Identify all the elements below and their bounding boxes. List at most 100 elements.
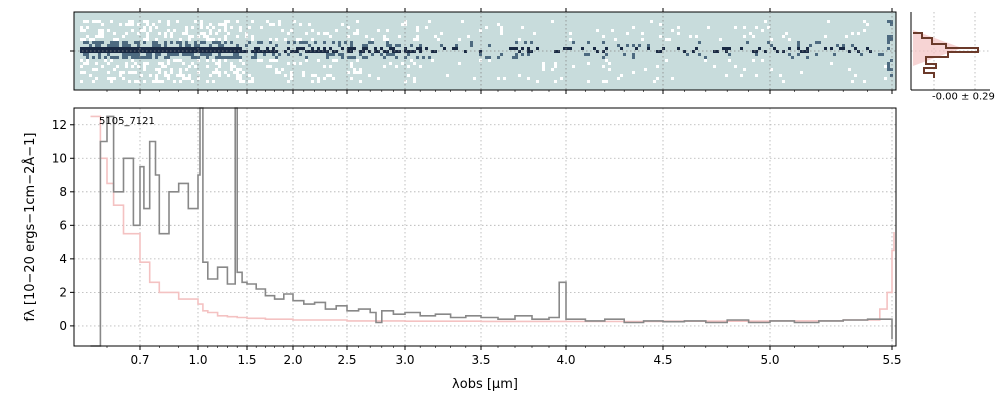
spectrum-2d-pixel [128,47,131,50]
spectrum-2d-pixel [275,56,278,59]
spectrum-2d-pixel [203,41,206,44]
spectrum-2d-pixel [182,47,185,50]
spectrum-2d-pixel [890,68,893,71]
spectrum-2d-pixel [125,32,128,35]
spectrum-2d-pixel [254,47,257,50]
spectrum-2d-pixel [770,44,773,47]
spectrum-2d-pixel [251,20,254,23]
spectrum-2d-pixel [887,47,890,50]
spectrum-2d-pixel [242,50,245,53]
spectrum-2d-pixel [302,74,305,77]
spectrum-2d-pixel [713,50,716,53]
spectrum-2d-pixel [158,80,161,83]
spectrum-2d-pixel [524,41,527,44]
spectrum-2d-pixel [743,68,746,71]
uncertainty-series [90,115,895,323]
spectrum-2d-pixel [113,77,116,80]
spectrum-2d-pixel [224,29,227,32]
spectrum-2d-pixel [104,50,107,53]
spectrum-2d-pixel [98,41,101,44]
spectrum-2d-pixel [122,47,125,50]
spectrum-2d-pixel [140,56,143,59]
spectrum-2d-panel [70,8,897,94]
spectrum-2d-pixel [119,71,122,74]
spectrum-2d-pixel [149,50,152,53]
spectrum-2d-pixel [572,65,575,68]
spectrum-2d-pixel [218,56,221,59]
spectrum-2d-pixel [215,68,218,71]
spectrum-2d-pixel [206,65,209,68]
y-axis-title: fλ [10−20 ergs−1cm−2Å−1] [22,133,38,322]
spectrum-2d-pixel [185,26,188,29]
spectrum-2d-pixel [422,56,425,59]
spectrum-2d-pixel [299,23,302,26]
spectrum-2d-pixel [407,53,410,56]
spectrum-2d-pixel [398,35,401,38]
spectrum-2d-pixel [269,65,272,68]
spectrum-2d-pixel [236,20,239,23]
spectrum-2d-pixel [179,68,182,71]
spectrum-2d-pixel [143,26,146,29]
spectrum-2d-pixel [332,59,335,62]
spectrum-2d-pixel [887,35,890,38]
spectrum-2d-pixel [182,77,185,80]
spectrum-2d-pixel [203,35,206,38]
spectrum-2d-pixel [212,71,215,74]
spectrum-2d-pixel [800,71,803,74]
spectrum-2d-pixel [656,77,659,80]
spectrum-2d-pixel [176,59,179,62]
spectrum-2d-pixel [638,44,641,47]
spectrum-2d-pixel [296,38,299,41]
spectrum-2d-pixel [98,20,101,23]
spectrum-2d-pixel [161,80,164,83]
spectrum-2d-pixel [554,50,557,53]
spectrum-2d-pixel [602,35,605,38]
spectrum-2d-pixel [116,65,119,68]
spectrum-2d-pixel [386,29,389,32]
spectrum-2d-pixel [383,38,386,41]
spectrum-2d-pixel [776,50,779,53]
spectrum-2d-pixel [368,50,371,53]
spectrum-2d-pixel [170,53,173,56]
spectrum-2d-pixel [824,47,827,50]
spectrum-2d-pixel [224,50,227,53]
spectrum-2d-pixel [86,59,89,62]
spectrum-2d-pixel [215,56,218,59]
spectrum-2d-pixel [158,47,161,50]
spectrum-2d-pixel [158,53,161,56]
spectrum-2d-pixel [665,59,668,62]
spectrum-2d-pixel [890,23,893,26]
spectrum-2d-pixel [359,80,362,83]
spectrum-2d-pixel [704,59,707,62]
spectrum-2d-pixel [179,38,182,41]
spectrum-2d-pixel [362,50,365,53]
spectrum-2d-pixel [140,47,143,50]
spectrum-2d-pixel [317,47,320,50]
spectrum-2d-pixel [314,74,317,77]
spectrum-2d-pixel [194,41,197,44]
spectrum-2d-pixel [521,26,524,29]
spectrum-2d-pixel [185,32,188,35]
spectrum-2d-pixel [395,50,398,53]
spectrum-2d-pixel [704,56,707,59]
spectrum-2d-pixel [479,53,482,56]
spectrum-2d-pixel [218,74,221,77]
spectrum-2d-pixel [206,35,209,38]
spectrum-2d-pixel [206,80,209,83]
spectrum-2d-pixel [188,74,191,77]
spectrum-2d-pixel [419,47,422,50]
spectrum-2d-pixel [419,44,422,47]
spectrum-2d-pixel [515,56,518,59]
spectrum-2d-pixel [92,68,95,71]
spectrum-2d-pixel [542,65,545,68]
spectrum-2d-pixel [386,38,389,41]
spectrum-2d-pixel [146,53,149,56]
spectrum-2d-pixel [854,74,857,77]
spectrum-2d-pixel [797,41,800,44]
spectrum-2d-pixel [140,50,143,53]
spectrum-2d-pixel [347,50,350,53]
spectrum-2d-pixel [350,77,353,80]
spectrum-2d-pixel [161,62,164,65]
spectrum-2d-pixel [617,44,620,47]
spectrum-2d-pixel [131,47,134,50]
